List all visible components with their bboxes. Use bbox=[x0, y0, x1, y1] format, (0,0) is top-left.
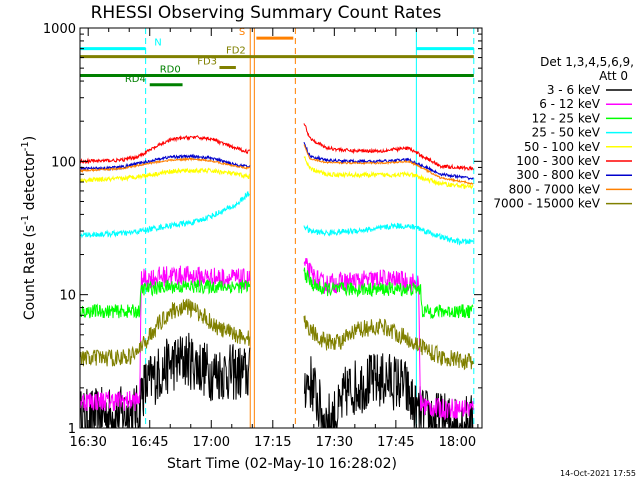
series-7000-15000-kev bbox=[79, 298, 474, 371]
y-axis-label-sup2: -1 bbox=[20, 141, 31, 151]
series-800-7000-kev bbox=[79, 144, 474, 185]
legend-entry-6-12-kev: 6 - 12 keV bbox=[539, 97, 632, 111]
legend-header-detectors: Det 1,3,4,5,6,9, bbox=[540, 55, 634, 69]
legend-header-attenuator: Att 0 bbox=[599, 69, 628, 83]
x-axis-label: Start Time (02-May-10 16:28:02) bbox=[167, 456, 397, 472]
state-bar-label: RD0 bbox=[160, 65, 181, 76]
series-100-300-kev bbox=[79, 123, 474, 172]
legend-label: 100 - 300 keV bbox=[516, 154, 600, 168]
legend-label: 12 - 25 keV bbox=[532, 111, 601, 125]
x-tick-label: 17:30 bbox=[316, 435, 353, 450]
series-6-12-kev bbox=[79, 258, 474, 421]
legend-label: 300 - 800 keV bbox=[516, 168, 600, 182]
legend-label: 6 - 12 keV bbox=[539, 97, 601, 111]
x-tick-label: 16:30 bbox=[69, 435, 106, 450]
plot-area: N S FD2 FD3 RD0 RD4 bbox=[79, 27, 475, 429]
legend-entry-100-300-kev: 100 - 300 keV bbox=[516, 154, 632, 168]
state-bar-label: FD3 bbox=[197, 57, 217, 68]
y-axis-label-start: Count Rate (s bbox=[22, 225, 38, 320]
state-bar-label: N bbox=[154, 38, 161, 49]
legend-entry-800-7000-kev: 800 - 7000 keV bbox=[509, 182, 632, 196]
x-tick-label: 18:00 bbox=[439, 435, 476, 450]
y-tick-label: 100 bbox=[51, 155, 76, 170]
state-bar-fd2: FD2 bbox=[80, 46, 474, 59]
x-tick-label: 17:45 bbox=[377, 435, 414, 450]
chart-title: RHESSI Observing Summary Count Rates bbox=[91, 3, 442, 23]
legend-entry-50-100-kev: 50 - 100 keV bbox=[524, 140, 632, 154]
state-bar-rd4: RD4 bbox=[125, 74, 183, 87]
plot-frame bbox=[79, 27, 483, 429]
series-50-100-kev bbox=[79, 156, 474, 190]
x-tick-label: 16:45 bbox=[131, 435, 168, 450]
legend-label: 7000 - 15000 keV bbox=[493, 197, 600, 211]
state-bar-n: N bbox=[80, 38, 474, 51]
series-25-50-kev bbox=[79, 191, 474, 246]
series-12-25-kev bbox=[79, 267, 474, 320]
legend-entry-300-800-kev: 300 - 800 keV bbox=[516, 168, 632, 182]
y-axis-label-sup1: -1 bbox=[20, 215, 31, 225]
legend-entry-12-25-kev: 12 - 25 keV bbox=[532, 111, 632, 125]
axes: 16:30 16:45 17:00 17:15 17:30 17:45 18:00 1 10 10… bbox=[43, 22, 482, 450]
series-300-800-kev bbox=[79, 141, 474, 181]
legend-label: 50 - 100 keV bbox=[524, 140, 601, 154]
y-tick-label: 1 bbox=[68, 422, 76, 437]
legend-label: 800 - 7000 keV bbox=[509, 182, 601, 196]
y-tick-label: 1000 bbox=[43, 22, 76, 37]
legend-entry-25-50-kev: 25 - 50 keV bbox=[532, 126, 632, 140]
legend-label: 25 - 50 keV bbox=[532, 126, 601, 140]
state-bar-s: S bbox=[239, 27, 294, 40]
y-axis-label-end: ) bbox=[22, 136, 38, 141]
legend-label: 3 - 6 keV bbox=[547, 83, 601, 97]
state-bar-rd0: RD0 bbox=[80, 65, 474, 78]
y-axis-label: Count Rate (s-1 detector-1) bbox=[20, 136, 38, 320]
y-axis-label-mid: detector bbox=[22, 151, 38, 215]
state-bar-label: S bbox=[239, 27, 245, 38]
legend-entry-3-6-kev: 3 - 6 keV bbox=[547, 83, 632, 97]
state-bar-label: FD2 bbox=[226, 46, 246, 57]
footer-timestamp: 14-Oct-2021 17:55 bbox=[560, 469, 636, 478]
state-bar-fd3: FD3 bbox=[197, 57, 236, 70]
y-tick-label: 10 bbox=[59, 289, 76, 304]
x-tick-label: 17:00 bbox=[193, 435, 230, 450]
x-tick-label: 17:15 bbox=[254, 435, 291, 450]
state-bar-label: RD4 bbox=[125, 74, 146, 85]
legend-entry-7000-15000-kev: 7000 - 15000 keV bbox=[493, 197, 632, 211]
